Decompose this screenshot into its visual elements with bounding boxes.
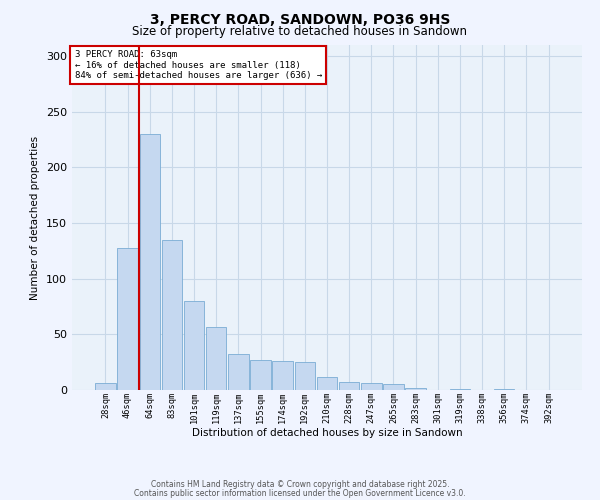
Bar	[383, 384, 404, 390]
Bar	[272, 361, 293, 390]
Text: 3 PERCY ROAD: 63sqm
← 16% of detached houses are smaller (118)
84% of semi-detac: 3 PERCY ROAD: 63sqm ← 16% of detached ho…	[74, 50, 322, 80]
Bar	[140, 134, 160, 390]
Bar	[450, 389, 470, 390]
Bar	[206, 326, 226, 390]
Bar	[228, 354, 248, 390]
Bar	[118, 248, 138, 390]
Bar	[250, 360, 271, 390]
Text: Contains public sector information licensed under the Open Government Licence v3: Contains public sector information licen…	[134, 488, 466, 498]
Bar	[317, 376, 337, 390]
Bar	[184, 301, 204, 390]
Bar	[95, 384, 116, 390]
Text: Size of property relative to detached houses in Sandown: Size of property relative to detached ho…	[133, 25, 467, 38]
Text: 3, PERCY ROAD, SANDOWN, PO36 9HS: 3, PERCY ROAD, SANDOWN, PO36 9HS	[150, 12, 450, 26]
Bar	[161, 240, 182, 390]
Text: Contains HM Land Registry data © Crown copyright and database right 2025.: Contains HM Land Registry data © Crown c…	[151, 480, 449, 489]
Bar	[406, 388, 426, 390]
Y-axis label: Number of detached properties: Number of detached properties	[31, 136, 40, 300]
Bar	[361, 384, 382, 390]
Bar	[339, 382, 359, 390]
X-axis label: Distribution of detached houses by size in Sandown: Distribution of detached houses by size …	[191, 428, 463, 438]
Bar	[295, 362, 315, 390]
Bar	[494, 389, 514, 390]
